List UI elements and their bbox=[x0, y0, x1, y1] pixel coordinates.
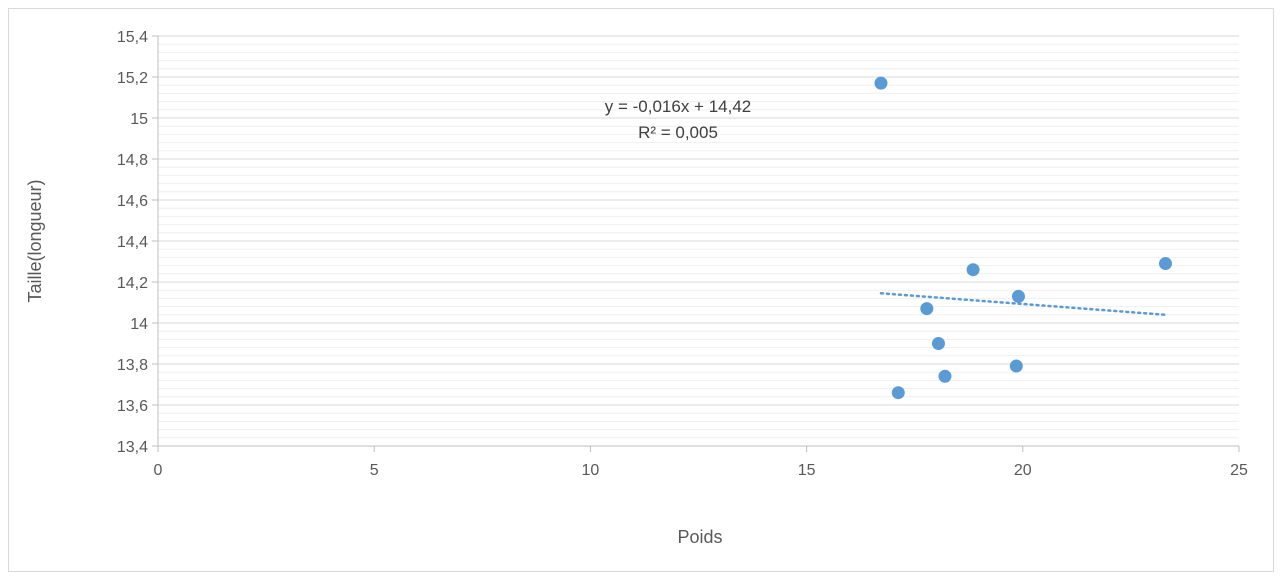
y-tick-label: 15 bbox=[130, 111, 148, 128]
data-point bbox=[920, 302, 934, 316]
x-tick-label: 20 bbox=[1014, 462, 1032, 479]
data-points bbox=[874, 76, 1172, 400]
scatter-chart: 13,4 13,6 13,8 14 14,2 14,4 14,6 14,8 15 15,2 15,4… bbox=[25, 29, 1248, 547]
trendline-equation: y = -0,016x + 14,42 bbox=[605, 97, 752, 116]
data-point bbox=[1011, 289, 1025, 303]
x-tick-labels: 0 5 10 15 20 25 bbox=[154, 446, 1248, 479]
trendline-r-squared: R² = 0,005 bbox=[638, 123, 718, 142]
data-point bbox=[891, 386, 905, 400]
trendline-path bbox=[879, 292, 1167, 317]
y-tick-label: 14 bbox=[130, 316, 148, 333]
data-point bbox=[931, 337, 945, 350]
y-tick-label: 15,2 bbox=[117, 70, 148, 87]
data-point bbox=[938, 369, 952, 383]
y-tick-labels: 13,4 13,6 13,8 14 14,2 14,4 14,6 14,8 15 15,2 15,4 bbox=[117, 29, 158, 456]
y-tick-label: 14,4 bbox=[117, 234, 148, 251]
y-tick-label: 14,6 bbox=[117, 193, 148, 210]
y-tick-label: 14,8 bbox=[117, 152, 148, 169]
trendline bbox=[879, 292, 1167, 317]
y-tick-label: 14,2 bbox=[117, 275, 148, 292]
y-tick-label: 15,4 bbox=[117, 29, 148, 46]
x-axis-title: Poids bbox=[677, 527, 722, 547]
data-point bbox=[874, 76, 888, 90]
y-axis-title: Taille(longueur) bbox=[25, 179, 45, 302]
minor-gridlines bbox=[158, 43, 1239, 439]
data-point bbox=[966, 263, 980, 277]
y-tick-label: 13,6 bbox=[117, 398, 148, 415]
x-tick-label: 0 bbox=[154, 462, 163, 479]
data-point bbox=[1158, 257, 1172, 271]
major-gridlines bbox=[158, 35, 1239, 406]
x-tick-label: 25 bbox=[1230, 462, 1248, 479]
y-tick-label: 13,8 bbox=[117, 357, 148, 374]
x-tick-label: 15 bbox=[798, 462, 816, 479]
chart-frame: 13,4 13,6 13,8 14 14,2 14,4 14,6 14,8 15 15,2 15,4… bbox=[8, 8, 1274, 572]
y-tick-label: 13,4 bbox=[117, 439, 148, 456]
data-point bbox=[1009, 359, 1023, 373]
x-tick-label: 10 bbox=[582, 462, 600, 479]
x-tick-label: 5 bbox=[370, 462, 379, 479]
